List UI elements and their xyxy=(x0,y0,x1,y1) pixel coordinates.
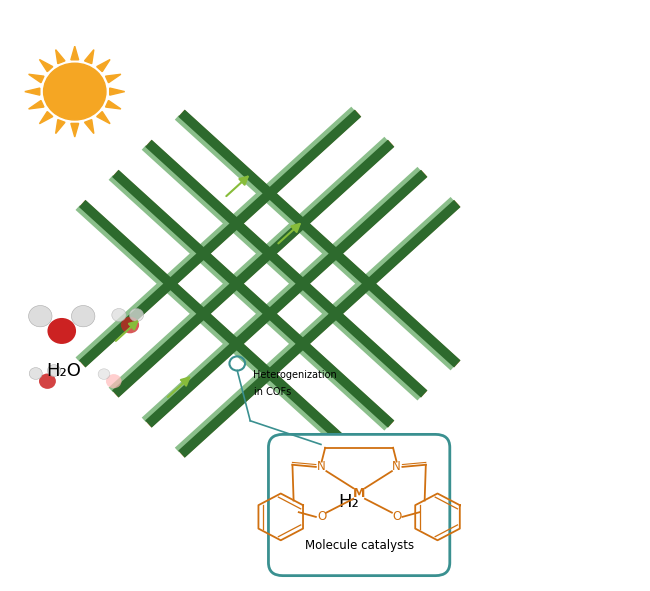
Polygon shape xyxy=(29,100,44,109)
Circle shape xyxy=(335,551,351,566)
Text: O: O xyxy=(392,511,401,524)
Text: Heterogenization: Heterogenization xyxy=(254,371,337,380)
Polygon shape xyxy=(84,119,94,134)
Polygon shape xyxy=(25,88,40,95)
Circle shape xyxy=(72,306,95,327)
Text: N: N xyxy=(392,460,401,473)
Text: H₂O: H₂O xyxy=(46,362,81,379)
Circle shape xyxy=(47,318,76,344)
Polygon shape xyxy=(56,50,65,64)
Circle shape xyxy=(29,306,52,327)
Text: Molecule catalysts: Molecule catalysts xyxy=(305,539,413,552)
Text: M: M xyxy=(353,487,365,500)
Circle shape xyxy=(394,531,412,547)
Circle shape xyxy=(29,368,42,379)
Polygon shape xyxy=(105,74,121,83)
FancyBboxPatch shape xyxy=(268,434,450,576)
Text: O: O xyxy=(317,511,326,524)
Circle shape xyxy=(335,514,356,532)
Circle shape xyxy=(106,374,122,388)
Polygon shape xyxy=(105,100,121,109)
Circle shape xyxy=(98,369,110,379)
Circle shape xyxy=(121,317,139,333)
Polygon shape xyxy=(71,46,79,60)
Circle shape xyxy=(44,63,106,120)
Text: H₂: H₂ xyxy=(339,493,359,511)
Polygon shape xyxy=(56,119,65,134)
Circle shape xyxy=(348,551,363,566)
Polygon shape xyxy=(97,112,110,124)
Circle shape xyxy=(352,514,373,532)
Circle shape xyxy=(129,309,144,322)
Polygon shape xyxy=(110,88,125,95)
Circle shape xyxy=(302,533,318,548)
Text: N: N xyxy=(317,460,326,473)
Circle shape xyxy=(39,374,56,389)
Text: in COFs: in COFs xyxy=(254,387,291,397)
Polygon shape xyxy=(84,50,94,64)
Circle shape xyxy=(47,365,60,376)
Circle shape xyxy=(378,531,396,547)
Polygon shape xyxy=(71,124,79,137)
Polygon shape xyxy=(40,60,53,72)
Circle shape xyxy=(317,533,333,548)
Polygon shape xyxy=(97,60,110,72)
Polygon shape xyxy=(40,112,53,124)
Circle shape xyxy=(112,309,126,322)
Polygon shape xyxy=(29,74,44,83)
